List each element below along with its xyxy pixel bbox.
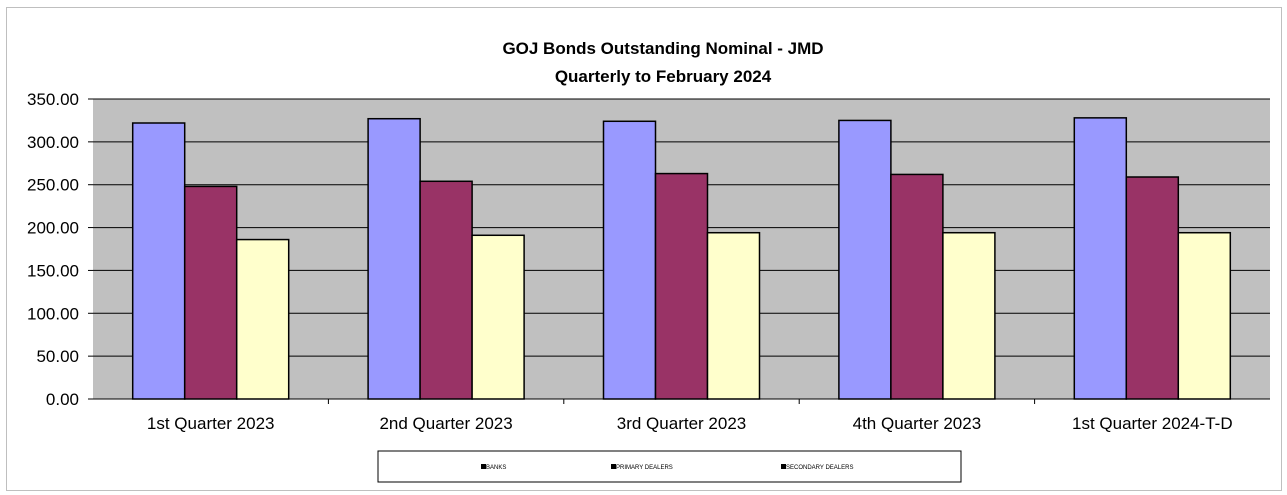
y-tick-label: 100.00 <box>27 304 79 323</box>
x-axis-ticks: 1st Quarter 2023 2nd Quarter 2023 3rd Quar… <box>147 399 1233 433</box>
chart-svg: GOJ Bonds Outstanding Nominal - JMD Quar… <box>27 39 1270 483</box>
legend: BANKS PRIMARY DEALERS SECONDARY DEALERS <box>481 464 853 471</box>
x-tick-label: 4th Quarter 2023 <box>853 414 982 433</box>
chart-title: GOJ Bonds Outstanding Nominal - JMD <box>502 39 823 58</box>
legend-marker <box>481 464 486 469</box>
bar-secondary-dealers <box>942 231 996 400</box>
bar-primary-dealers <box>1125 176 1180 400</box>
y-tick-label: 300.00 <box>27 133 79 152</box>
legend-marker <box>611 464 616 469</box>
y-axis-ticks: 0.00 50.00 100.00 150.00 200.00 250.00 300.00 3… <box>27 90 93 409</box>
bar-banks <box>1073 117 1128 400</box>
y-tick-label: 350.00 <box>27 90 79 109</box>
y-tick-label: 0.00 <box>46 390 79 409</box>
bar-primary-dealers <box>654 172 709 400</box>
bar-primary-dealers <box>890 173 944 400</box>
bar-primary-dealers <box>419 180 473 400</box>
legend-box <box>377 450 962 483</box>
chart-frame: GOJ Bonds Outstanding Nominal - JMD Quar… <box>6 7 1282 491</box>
bar-secondary-dealers <box>706 231 761 400</box>
x-tick-label: 2nd Quarter 2023 <box>379 414 512 433</box>
legend-label: PRIMARY DEALERS <box>616 465 673 471</box>
x-tick-label: 1st Quarter 2024-T-D <box>1072 414 1233 433</box>
y-tick-label: 50.00 <box>36 347 79 366</box>
x-tick-label: 1st Quarter 2023 <box>147 414 275 433</box>
x-tick-label: 3rd Quarter 2023 <box>617 414 746 433</box>
bar-banks <box>602 120 657 400</box>
y-tick-label: 250.00 <box>27 176 79 195</box>
bar-secondary-dealers <box>235 238 290 400</box>
bar-primary-dealers <box>183 185 238 400</box>
bar-banks <box>367 117 421 400</box>
bar-banks <box>131 122 186 400</box>
chart-subtitle: Quarterly to February 2024 <box>555 67 772 86</box>
legend-label: SECONDARY DEALERS <box>786 465 853 471</box>
bar-secondary-dealers <box>471 234 525 400</box>
bar-banks <box>838 119 892 400</box>
legend-label: BANKS <box>486 465 506 471</box>
y-tick-label: 150.00 <box>27 261 79 280</box>
legend-marker <box>781 464 786 469</box>
bar-secondary-dealers <box>1177 231 1232 400</box>
y-tick-label: 200.00 <box>27 219 79 238</box>
